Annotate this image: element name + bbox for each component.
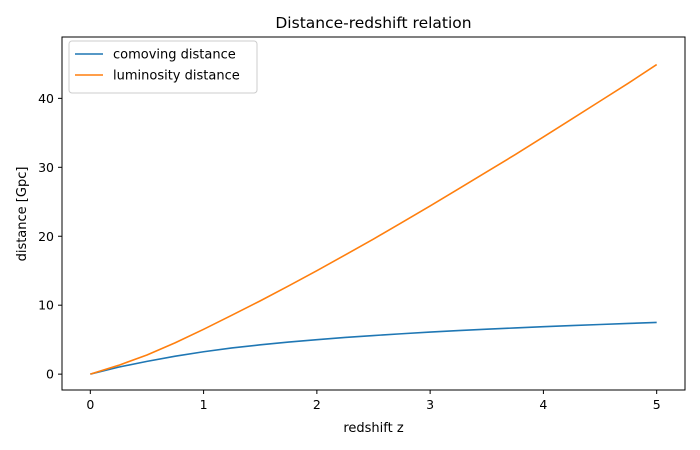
plot-area: 0 1 2 3 4 5 0 10 20 30 40 [38, 36, 686, 412]
y-tick-label: 10 [38, 298, 54, 313]
y-tick-label: 40 [38, 91, 54, 106]
legend-box [68, 40, 258, 94]
legend: comoving distance luminosity distance [68, 40, 258, 94]
chart-title: Distance-redshift relation [275, 14, 471, 32]
series-line-comoving-distance [90, 321, 657, 375]
y-axis-title: distance [Gpc] [15, 167, 30, 262]
x-tick-label: 3 [426, 397, 434, 412]
x-tick-label: 0 [86, 397, 94, 412]
x-axis-title: redshift z [343, 421, 404, 436]
y-tick-label: 20 [38, 229, 54, 244]
x-tick-label: 2 [313, 397, 321, 412]
plot-frame [61, 36, 686, 391]
x-tick-label: 5 [653, 397, 661, 412]
series-line-luminosity-distance [90, 63, 658, 375]
y-tick-label: 30 [38, 160, 54, 175]
x-tick-label: 1 [200, 397, 208, 412]
y-tick-label: 0 [46, 367, 54, 382]
legend-label-comoving-distance: comoving distance [113, 48, 236, 63]
legend-label-luminosity-distance: luminosity distance [113, 69, 240, 84]
x-tick-label: 4 [539, 397, 547, 412]
